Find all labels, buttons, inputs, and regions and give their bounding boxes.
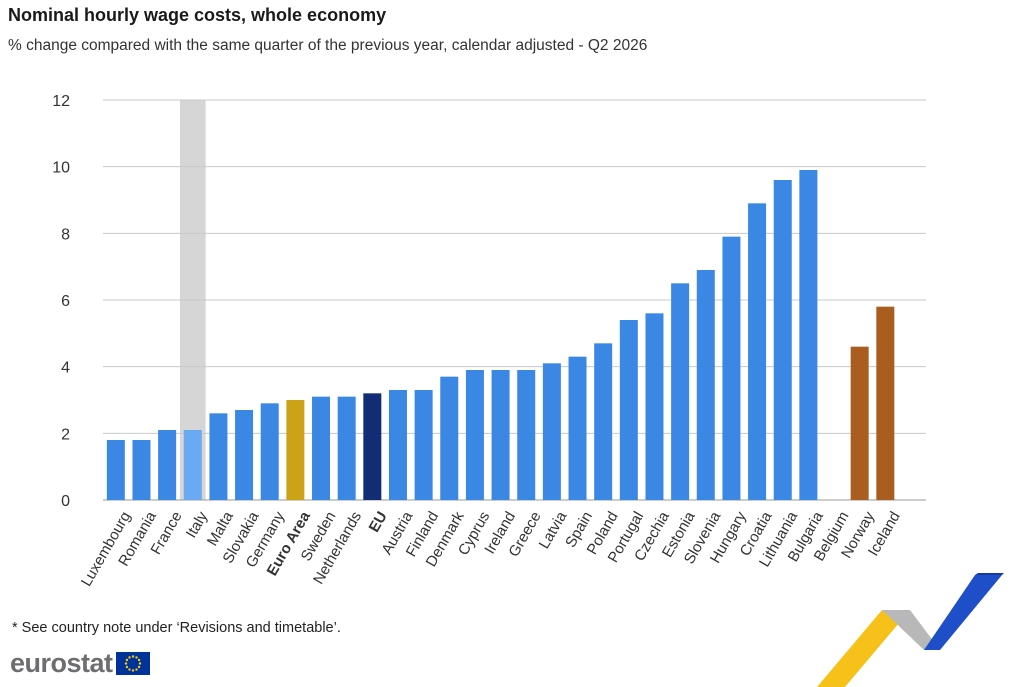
bar-malta[interactable] [209,413,228,500]
bar-hungary[interactable] [722,236,741,500]
y-tick-label: 10 [52,160,70,177]
flag-star [127,656,131,659]
flag-star [127,668,131,671]
bar-euro-area[interactable] [286,400,305,500]
bar-croatia[interactable] [748,203,767,501]
bar-poland[interactable] [594,343,613,500]
y-tick-label: 12 [52,93,70,110]
bar-greece[interactable] [517,370,536,500]
bar-luxembourg[interactable] [106,440,125,500]
bar-slovakia[interactable] [235,410,254,500]
flag-star [131,655,134,658]
bar-denmark[interactable] [440,376,459,500]
flag-star [124,662,127,665]
bar-chart: 0 2 4 6 8 10 12 LuxembourgRomaniaFranceItalyMa… [52,93,926,589]
bar-norway[interactable] [850,346,869,500]
logo-text: eurostat [10,648,113,678]
bar-cyprus[interactable] [465,370,484,500]
eu-flag-icon [115,652,150,675]
flag-star [131,669,134,672]
chart-title: Nominal hourly wage costs, whole economy [8,5,387,25]
flag-star [137,665,140,669]
x-tick-label: Latvia [536,508,571,552]
bar-bulgaria[interactable] [799,170,818,500]
bar-portugal[interactable] [619,320,638,500]
bar-ireland[interactable] [491,370,510,500]
flag-star [134,656,138,659]
bar-sweden[interactable] [312,396,331,500]
bar-france[interactable] [158,430,177,500]
bar-romania[interactable] [132,440,151,500]
y-tick-label: 6 [61,293,70,310]
flag-star [138,662,141,665]
flag-star [125,658,128,662]
y-tick-label: 2 [61,426,70,443]
bar-finland[interactable] [414,390,433,500]
bar-layer [106,170,895,501]
bar-estonia[interactable] [671,283,690,500]
eurostat-logo[interactable]: eurostat [10,648,150,679]
eurostat-ribbon-graphic [817,573,1004,687]
x-tick-label: EU [366,509,391,536]
bar-italy[interactable] [183,430,202,500]
y-tick-label: 4 [61,360,70,377]
bar-netherlands[interactable] [337,396,356,500]
flag-star [137,658,140,662]
bar-latvia[interactable] [542,363,561,500]
bar-eu[interactable] [363,393,382,500]
bar-austria[interactable] [388,390,407,500]
bar-germany[interactable] [260,403,279,500]
bar-spain[interactable] [568,356,587,500]
bar-lithuania[interactable] [773,180,792,500]
bar-iceland[interactable] [876,306,895,500]
bar-slovenia[interactable] [696,270,715,500]
y-tick-label: 0 [61,493,70,510]
y-tick-label: 8 [61,226,70,243]
flag-star [125,665,128,669]
label-layer: LuxembourgRomaniaFranceItalyMaltaSlovaki… [78,508,904,589]
flag-star [134,668,138,671]
bar-czechia[interactable] [645,313,664,500]
footnote: * See country note under ‘Revisions and … [12,620,341,636]
chart-subtitle: % change compared with the same quarter … [8,37,648,54]
